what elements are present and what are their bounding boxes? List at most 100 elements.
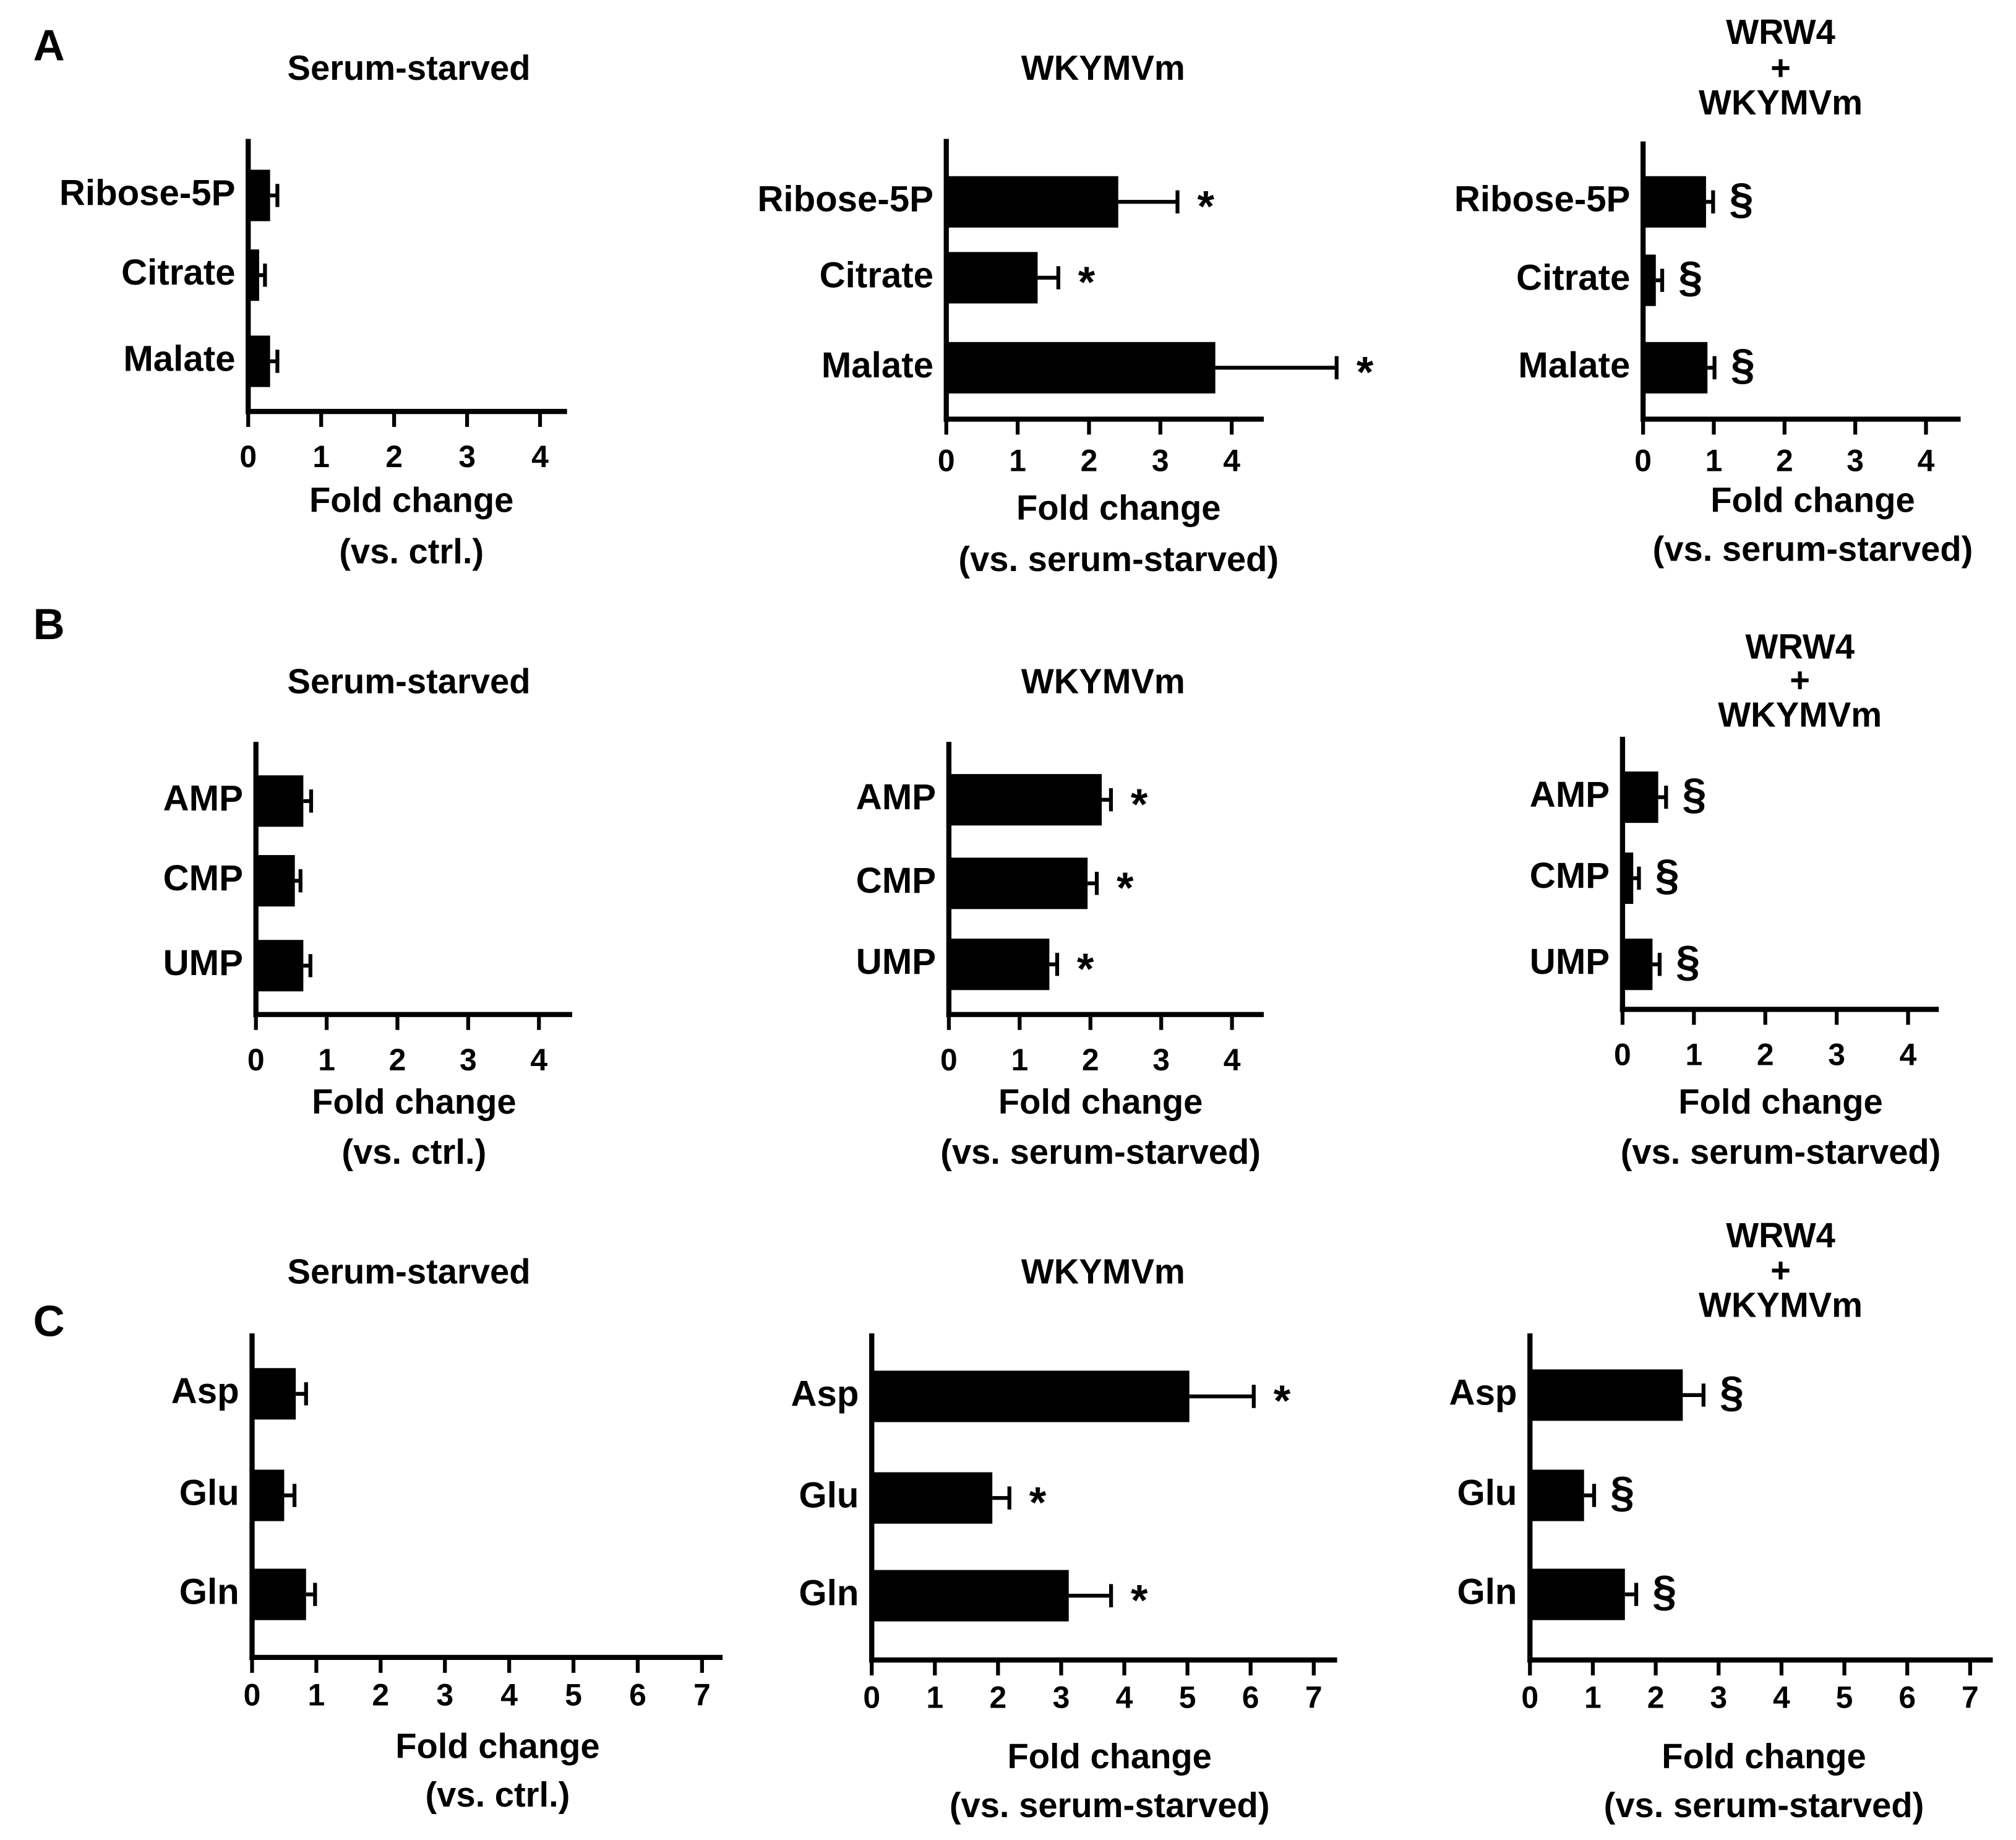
x-tick-label: 5 [1836, 1680, 1853, 1715]
x-tick-label: 4 [530, 1043, 547, 1077]
significance-marker: * [1131, 1575, 1148, 1624]
x-axis-label: (vs. serum-starved) [1604, 1786, 1924, 1825]
x-tick-label: 0 [1634, 443, 1652, 478]
significance-marker: § [1610, 1468, 1634, 1516]
category-label: AMP [163, 778, 243, 819]
x-tick-label: 1 [926, 1680, 943, 1715]
chart-title: WKYMVm [1021, 661, 1185, 700]
x-tick-label: 3 [1847, 443, 1864, 478]
chart-title: + [1770, 1250, 1791, 1289]
x-tick-label: 4 [1773, 1680, 1790, 1715]
x-tick-label: 6 [629, 1677, 646, 1712]
x-tick-label: 1 [1584, 1680, 1602, 1715]
category-label: Citrate [121, 252, 235, 293]
x-tick-label: 2 [385, 439, 403, 474]
category-label: Ribose-5P [59, 173, 236, 213]
x-axis-label: (vs. serum-starved) [940, 1132, 1261, 1171]
x-tick-label: 1 [1705, 443, 1723, 478]
bar [948, 858, 1088, 909]
chart-title: Serum-starved [288, 48, 531, 87]
bar [946, 176, 1118, 228]
bar [255, 775, 304, 827]
category-label: AMP [856, 777, 936, 817]
bar [248, 335, 270, 387]
category-label: UMP [163, 943, 243, 983]
x-tick-label: 2 [1757, 1038, 1774, 1072]
significance-marker: * [1117, 863, 1134, 912]
x-tick-label: 4 [1900, 1038, 1917, 1072]
x-tick-label: 6 [1898, 1680, 1916, 1715]
panel-label: A [33, 21, 65, 70]
chart-title: WKYMVm [1021, 48, 1185, 87]
bar [252, 1469, 285, 1521]
x-axis-label: Fold change [1710, 480, 1915, 519]
category-label: Asp [171, 1371, 239, 1411]
x-tick-label: 4 [1116, 1680, 1133, 1715]
x-tick-label: 3 [458, 439, 476, 474]
bar [872, 1570, 1069, 1622]
x-axis-label: Fold change [998, 1082, 1203, 1121]
x-tick-label: 0 [247, 1043, 265, 1077]
x-tick-label: 5 [1179, 1680, 1196, 1715]
category-label: Ribose-5P [1454, 179, 1631, 220]
x-tick-label: 0 [940, 1043, 958, 1077]
x-tick-label: 2 [1647, 1680, 1665, 1715]
x-tick-label: 4 [1223, 443, 1240, 478]
x-tick-label: 3 [1152, 443, 1169, 478]
bar [1643, 176, 1706, 228]
chart-title: WRW4 [1726, 12, 1835, 51]
chart-title: Serum-starved [288, 1252, 531, 1291]
significance-marker: § [1731, 340, 1755, 389]
x-tick-label: 3 [1710, 1680, 1727, 1715]
x-tick-label: 3 [1152, 1043, 1170, 1077]
chart-title: WKYMVm [1021, 1252, 1185, 1291]
significance-marker: * [1274, 1376, 1291, 1425]
x-tick-label: 1 [1685, 1038, 1702, 1072]
chart-title: WKYMVm [1699, 1285, 1863, 1324]
x-axis-label: Fold change [395, 1726, 599, 1765]
x-tick-label: 3 [436, 1677, 453, 1712]
bar [248, 249, 259, 301]
chart-title: WKYMVm [1718, 695, 1882, 734]
bar [946, 342, 1216, 393]
category-label: Citrate [820, 255, 933, 295]
significance-marker: § [1729, 174, 1753, 223]
category-label: UMP [1530, 942, 1610, 982]
significance-marker: § [1655, 850, 1679, 899]
bar [1622, 852, 1634, 905]
bar [1622, 771, 1658, 823]
x-tick-label: 7 [1962, 1680, 1979, 1715]
x-tick-label: 3 [1053, 1680, 1070, 1715]
chart-title: WRW4 [1745, 627, 1855, 666]
x-axis-label: Fold change [1678, 1082, 1882, 1121]
significance-marker: § [1682, 769, 1706, 818]
x-tick-label: 4 [1224, 1043, 1241, 1077]
category-label: AMP [1530, 775, 1610, 815]
x-tick-label: 2 [372, 1677, 389, 1712]
category-label: CMP [856, 861, 936, 901]
x-tick-label: 6 [1242, 1680, 1259, 1715]
panel-label: C [33, 1296, 65, 1345]
x-axis-label: Fold change [1662, 1737, 1866, 1776]
chart-title: WRW4 [1726, 1216, 1835, 1255]
x-axis-label: (vs. serum-starved) [1621, 1132, 1941, 1171]
chart-title: + [1770, 48, 1791, 87]
bar [946, 252, 1038, 304]
panel-label: B [33, 600, 65, 648]
significance-marker: * [1077, 944, 1094, 993]
category-label: Gln [1457, 1571, 1517, 1612]
bar [872, 1370, 1190, 1422]
x-tick-label: 2 [389, 1043, 406, 1077]
bar [1530, 1568, 1625, 1620]
x-axis-label: (vs. ctrl.) [339, 532, 484, 571]
x-tick-label: 4 [500, 1677, 518, 1712]
x-tick-label: 1 [312, 439, 330, 474]
x-tick-label: 0 [1521, 1680, 1538, 1715]
x-axis-label: (vs. serum-starved) [1653, 529, 1973, 568]
significance-marker: * [1197, 181, 1214, 230]
bar [948, 774, 1102, 826]
x-tick-label: 7 [693, 1677, 711, 1712]
category-label: Gln [799, 1573, 859, 1614]
significance-marker: * [1131, 780, 1148, 828]
